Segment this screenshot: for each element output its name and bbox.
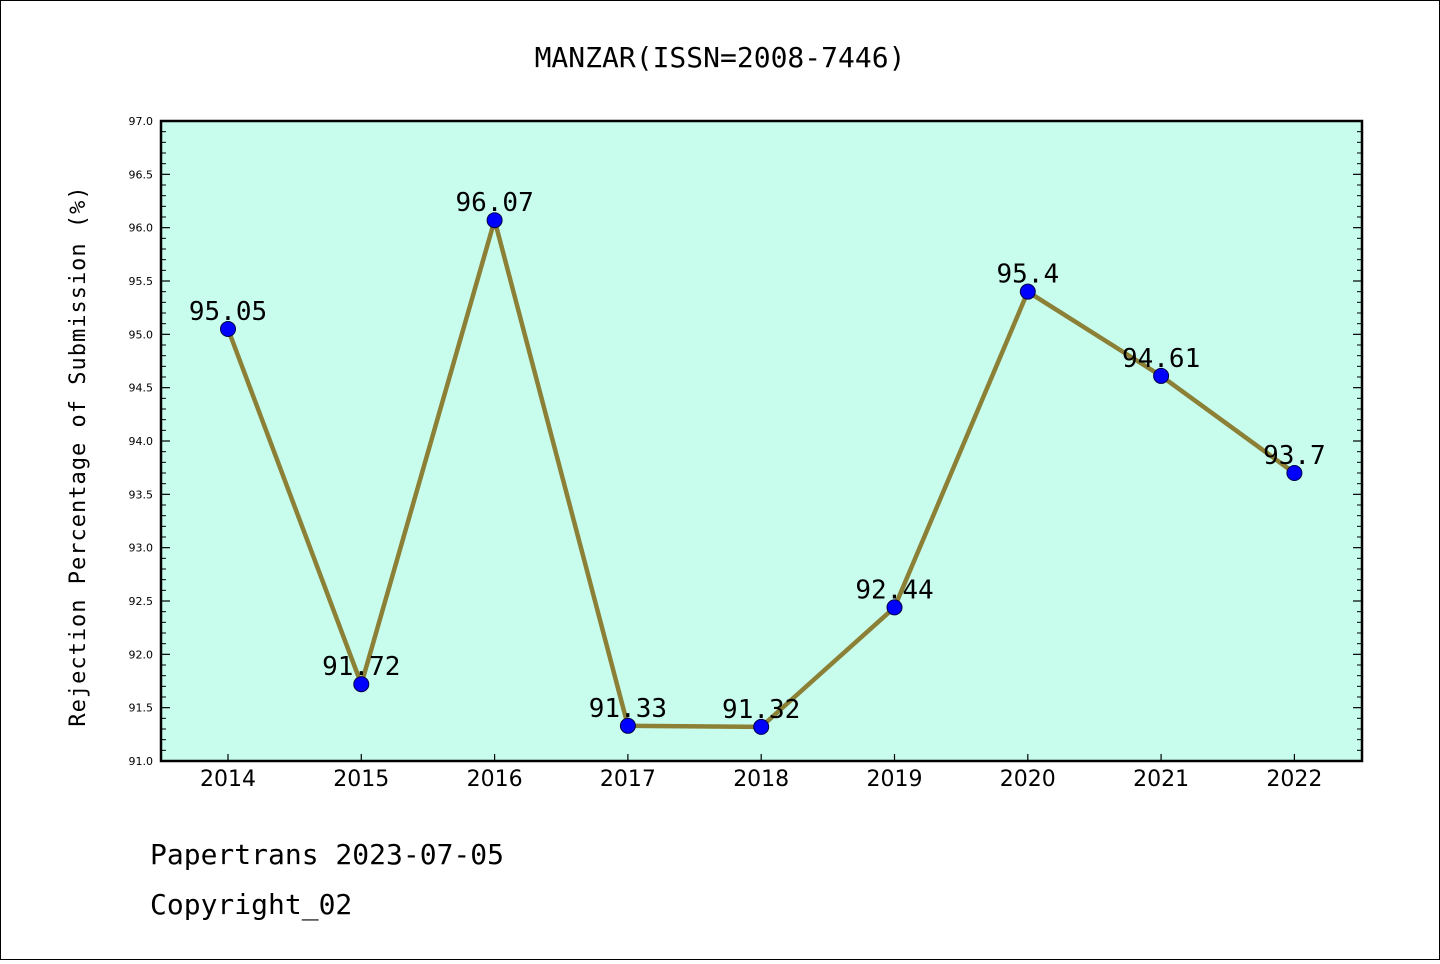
x-tick-label: 2020 <box>1000 767 1056 792</box>
x-axis: 2014 2015 2016 2017 2018 2019 2020 2021 2022 <box>200 754 1322 792</box>
data-labels: 95.05 91.72 96.07 91.33 91.32 92.44 95.4 94.61 9… <box>189 188 1326 725</box>
footer-copyright: Copyright_02 <box>150 888 352 922</box>
data-label: 95.05 <box>189 297 267 327</box>
data-point <box>1286 465 1303 481</box>
x-tick-label: 2015 <box>333 767 389 792</box>
y-axis-label: Rejection Percentage of Submission (%) <box>66 185 91 726</box>
data-label: 91.32 <box>722 695 800 725</box>
data-point <box>353 676 370 693</box>
data-label: 91.33 <box>589 694 667 724</box>
data-point <box>886 599 903 616</box>
x-tick-label: 2017 <box>600 767 656 792</box>
x-tick-label: 2022 <box>1266 767 1322 792</box>
y-tick-label: 92.5 <box>129 595 154 608</box>
plot-area <box>159 119 1364 763</box>
data-points <box>220 212 1303 735</box>
y-tick-label: 92.0 <box>129 648 154 661</box>
y-axis: 91.0 91.5 92.0 92.5 93.0 93.5 94.0 94.5 95.0 95.5… <box>129 115 1362 768</box>
y-tick-label: 93.0 <box>129 542 154 555</box>
data-point <box>220 321 236 337</box>
y-tick-label: 91.5 <box>129 702 154 715</box>
y-tick-label: 94.0 <box>129 435 154 448</box>
data-point <box>1153 367 1170 384</box>
data-label: 95.4 <box>996 260 1059 290</box>
data-label: 92.44 <box>855 575 933 605</box>
y-tick-label: 94.5 <box>129 382 154 395</box>
y-tick-label: 95.5 <box>129 275 154 288</box>
y-tick-label: 96.0 <box>129 222 154 235</box>
x-tick-label: 2014 <box>200 767 256 792</box>
data-point <box>486 212 503 229</box>
data-label: 93.7 <box>1263 441 1326 471</box>
y-tick-label: 93.5 <box>129 488 154 501</box>
data-label: 94.61 <box>1122 344 1200 374</box>
y-tick-label: 97.0 <box>129 115 154 128</box>
data-label: 91.72 <box>322 652 400 682</box>
x-tick-label: 2019 <box>867 767 923 792</box>
chart-title: MANZAR(ISSN=2008-7446) <box>535 41 906 74</box>
data-point <box>1019 283 1036 300</box>
data-label: 96.07 <box>455 188 533 218</box>
y-tick-label: 96.5 <box>129 168 154 181</box>
x-tick-label: 2016 <box>467 767 523 792</box>
data-point <box>619 717 636 734</box>
x-tick-label: 2021 <box>1133 767 1189 792</box>
data-point <box>753 718 770 735</box>
footer-date: Papertrans 2023-07-05 <box>150 838 504 871</box>
x-tick-label: 2018 <box>733 767 789 792</box>
y-tick-label: 95.0 <box>129 328 154 341</box>
y-tick-label: 91.0 <box>129 755 154 768</box>
